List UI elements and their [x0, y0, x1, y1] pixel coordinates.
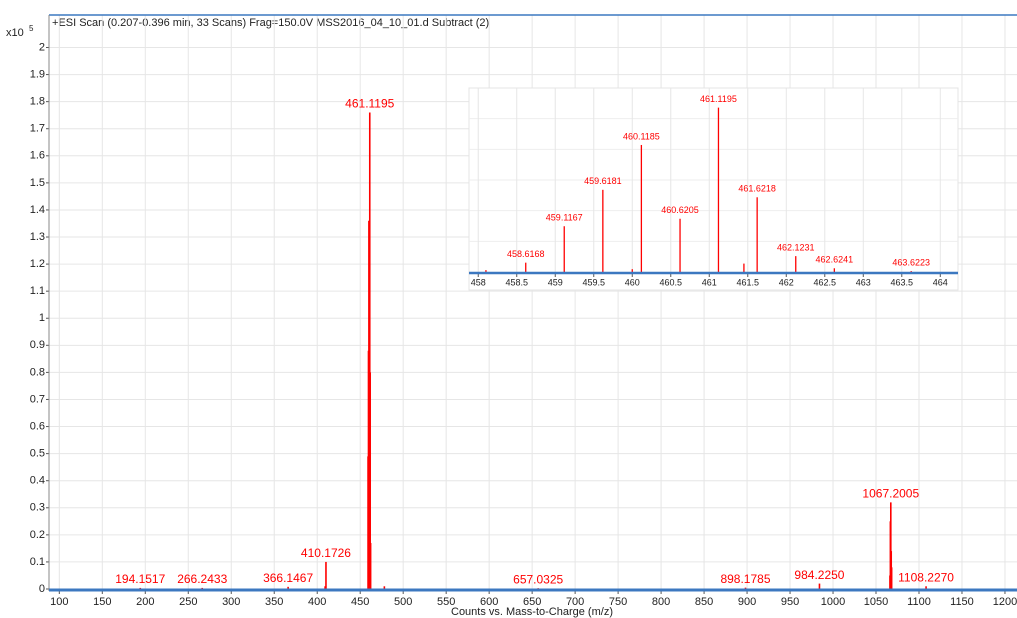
x-tick-label: 458 [471, 277, 486, 287]
y-tick-label: 0.7 [30, 393, 45, 405]
x-tick-label: 550 [437, 596, 455, 608]
x-tick-label: 1150 [950, 596, 974, 608]
y-tick-label: 1 [39, 312, 45, 324]
y-tick-label: 0 [39, 583, 45, 595]
peak-label: 461.6218 [738, 184, 776, 194]
peak-label: 459.6181 [584, 176, 622, 186]
y-tick-label: 1.7 [30, 123, 45, 135]
x-tick-label: 1200 [993, 596, 1017, 608]
x-tick-label: 800 [652, 596, 670, 608]
x-tick-label: 200 [136, 596, 154, 608]
x-tick-label: 300 [222, 596, 240, 608]
peak-label: 194.1517 [115, 572, 165, 586]
x-tick-label: 450 [351, 596, 369, 608]
y-scale-exponent: 5 [29, 24, 34, 33]
x-tick-label: 900 [738, 596, 756, 608]
x-tick-label: 462.5 [814, 277, 837, 287]
peak-label: 461.1195 [345, 97, 394, 111]
y-tick-label: 0.2 [30, 529, 45, 541]
peak-label: 462.1231 [777, 242, 815, 252]
peak-label: 1108.2270 [898, 570, 954, 584]
peak-label: 266.2433 [177, 572, 227, 586]
x-tick-label: 150 [93, 596, 111, 608]
peak-label: 459.1167 [546, 213, 583, 223]
peak-label: 461.1195 [700, 94, 737, 104]
y-tick-label: 1.3 [30, 231, 45, 243]
peak-label: 460.1185 [623, 131, 660, 141]
peak-label: 460.6205 [661, 205, 699, 215]
y-tick-label: 1.2 [30, 258, 45, 270]
y-tick-label: 0.8 [30, 366, 45, 378]
x-tick-label: 461.5 [737, 277, 760, 287]
x-tick-label: 459 [548, 277, 563, 287]
y-tick-label: 0.6 [30, 420, 45, 432]
x-tick-label: 1100 [907, 596, 931, 608]
x-tick-label: 458.5 [505, 277, 528, 287]
y-tick-label: 1.6 [30, 150, 45, 162]
y-tick-label: 1.4 [30, 204, 45, 216]
peak-label: 462.6241 [816, 255, 854, 265]
y-tick-label: 1.8 [30, 96, 45, 108]
y-tick-label: 0.4 [30, 475, 45, 487]
x-tick-label: 400 [308, 596, 326, 608]
x-tick-label: 1050 [864, 596, 888, 608]
x-tick-label: 500 [394, 596, 412, 608]
peak-label: 984.2250 [794, 568, 844, 582]
x-tick-label: 250 [179, 596, 197, 608]
x-tick-label: 462 [779, 277, 794, 287]
y-tick-label: 1.1 [30, 285, 45, 297]
y-tick-label: 1.9 [30, 68, 45, 80]
y-tick-label: 1.5 [30, 177, 45, 189]
x-tick-label: 950 [781, 596, 799, 608]
inset-plot: 458 458.5 459 459.5 460 460.5 461 461.5 462 462.5… [468, 87, 959, 291]
x-tick-label: 461 [702, 277, 717, 287]
y-tick-label: 0.1 [30, 556, 45, 568]
x-tick-label: 750 [609, 596, 627, 608]
peak-label: 410.1726 [301, 546, 351, 560]
peak-label: 458.6168 [507, 249, 545, 259]
x-tick-label: 600 [480, 596, 498, 608]
x-tick-label: 1000 [821, 596, 845, 608]
x-tick-label: 459.5 [582, 277, 605, 287]
y-tick-label: 0.3 [30, 502, 45, 514]
x-tick-label: 463 [856, 277, 871, 287]
x-tick-label: 464 [933, 277, 948, 287]
x-tick-label: 350 [265, 596, 283, 608]
y-scale-label: x10 [6, 27, 24, 39]
chart-title: +ESI Scan (0.207-0.396 min, 33 Scans) Fr… [52, 17, 489, 29]
y-tick-label: 2 [39, 41, 45, 53]
peak-label: 657.0325 [513, 572, 563, 586]
peak-label: 463.6223 [892, 257, 930, 267]
x-tick-label: 460.5 [659, 277, 682, 287]
x-tick-label: 463.5 [891, 277, 914, 287]
x-tick-label: 700 [566, 596, 584, 608]
x-tick-label: 100 [50, 596, 68, 608]
x-axis-title: Counts vs. Mass-to-Charge (m/z) [451, 606, 613, 618]
peak-label: 1067.2005 [862, 487, 919, 501]
y-tick-label: 0.5 [30, 448, 45, 460]
peak-label: 898.1785 [720, 572, 770, 586]
x-tick-label: 650 [523, 596, 541, 608]
x-tick-label: 460 [625, 277, 640, 287]
x-tick-label: 850 [695, 596, 713, 608]
peak-label: 366.1467 [263, 571, 313, 585]
inset-background [468, 87, 959, 291]
y-tick-label: 0.9 [30, 339, 45, 351]
